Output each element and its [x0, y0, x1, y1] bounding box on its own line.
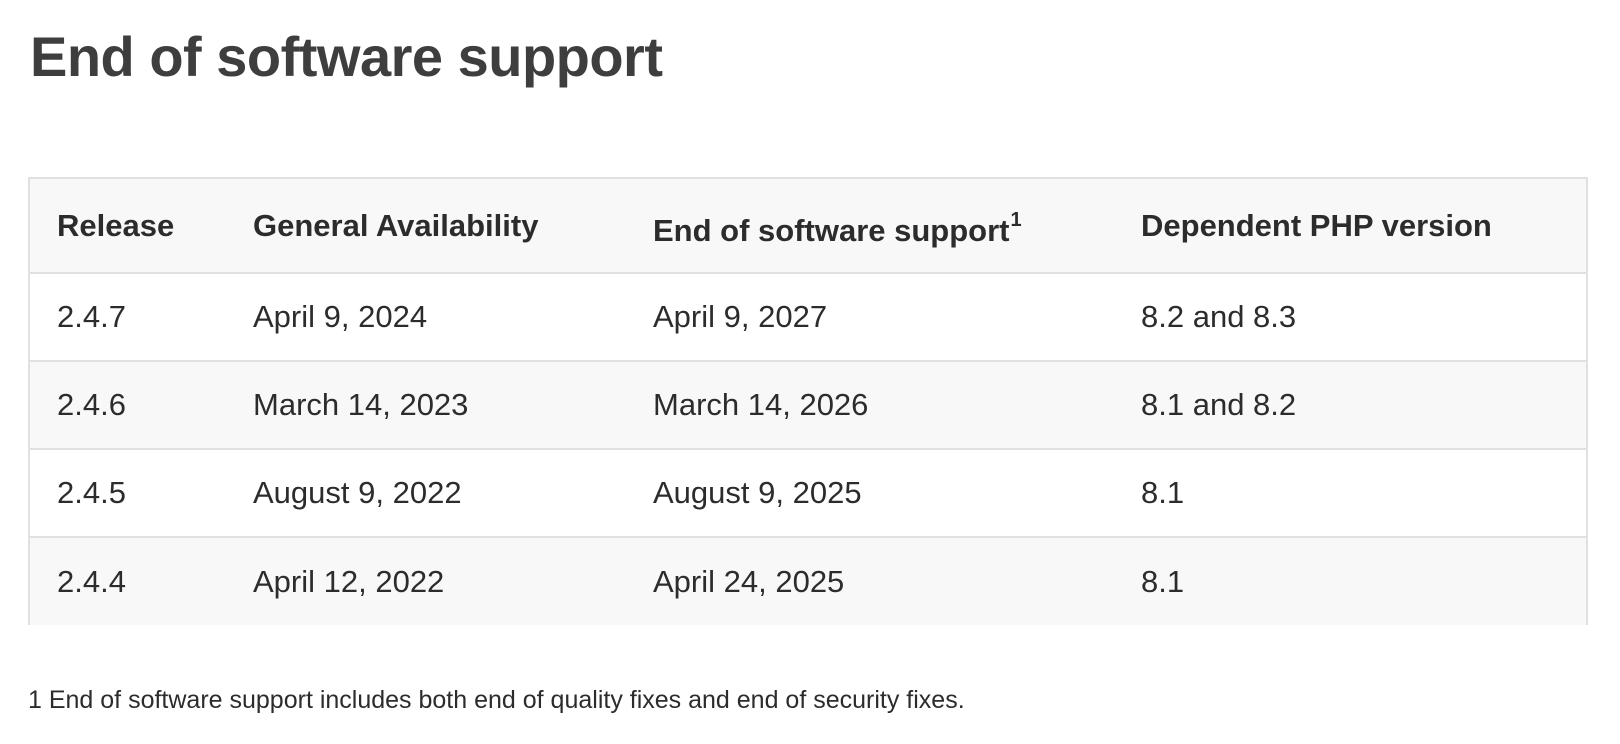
cell-general-availability: August 9, 2022 — [226, 448, 626, 537]
header-dependent-php-version: Dependent PHP version — [1114, 179, 1586, 274]
header-end-of-software-support: End of software support1 — [626, 179, 1114, 274]
cell-release: 2.4.7 — [57, 299, 126, 334]
cell-release: 2.4.6 — [30, 360, 226, 449]
cell-general-availability: April 9, 2024 — [253, 299, 428, 334]
support-table: Release General Availability End of soft… — [30, 179, 1586, 625]
cell-php-version: 8.1 and 8.2 — [1114, 360, 1586, 449]
table-row: 2.4.7 April 9, 2024 April 9, 2027 8.2 an… — [30, 273, 1586, 361]
table-row: 2.4.4 April 12, 2022 April 24, 2025 8.1 — [30, 536, 1586, 625]
cell-end-of-support: August 9, 2025 — [626, 448, 1114, 537]
table-body: 2.4.7 April 9, 2024 April 9, 2027 8.2 an… — [30, 273, 1586, 625]
table-header: Release General Availability End of soft… — [30, 179, 1586, 274]
header-release: Release — [30, 179, 226, 274]
footnote-mark: 1 — [1010, 208, 1022, 231]
cell-release: 2.4.5 — [30, 448, 226, 537]
cell-general-availability: March 14, 2023 — [226, 360, 626, 449]
cell-end-of-support: April 24, 2025 — [626, 536, 1114, 625]
cell-general-availability: April 12, 2022 — [226, 536, 626, 625]
table-row: 2.4.6 March 14, 2023 March 14, 2026 8.1 … — [30, 360, 1586, 449]
table-row: 2.4.5 August 9, 2022 August 9, 2025 8.1 — [30, 448, 1586, 537]
cell-php-version: 8.1 — [1114, 536, 1586, 625]
table-header-row: Release General Availability End of soft… — [30, 179, 1586, 274]
cell-end-of-support: April 9, 2027 — [653, 299, 828, 334]
cell-release: 2.4.4 — [30, 536, 226, 625]
cell-php-version: 8.2 and 8.3 — [1141, 299, 1297, 334]
support-table-container: Release General Availability End of soft… — [28, 177, 1588, 625]
cell-end-of-support: March 14, 2026 — [626, 360, 1114, 449]
footnote: 1 End of software support includes both … — [28, 686, 965, 714]
header-general-availability: General Availability — [226, 179, 626, 274]
cell-php-version: 8.1 — [1114, 448, 1586, 537]
header-end-of-software-support-label: End of software support — [653, 212, 1010, 248]
page-title: End of software support — [30, 25, 663, 88]
